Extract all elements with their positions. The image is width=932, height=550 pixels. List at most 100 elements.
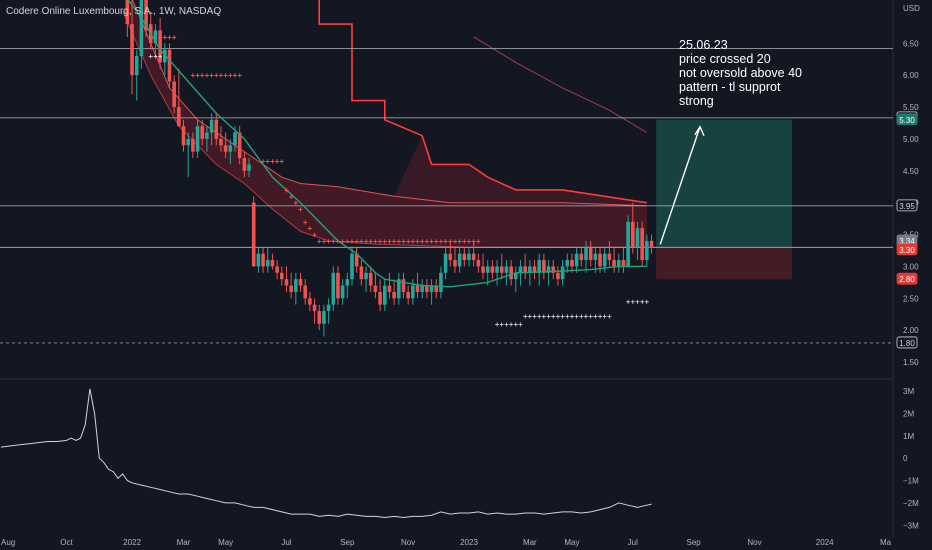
signal-marker: +	[289, 192, 294, 201]
candle-body	[649, 240, 654, 248]
candle	[134, 49, 139, 101]
candle	[579, 247, 584, 267]
badge-label: 3.30	[899, 246, 915, 255]
signal-marker: +	[191, 71, 196, 80]
candle-body	[233, 132, 237, 146]
candle	[265, 247, 270, 273]
price-tick: 1.50	[903, 358, 919, 367]
candle	[645, 234, 649, 267]
signal-marker: +	[551, 312, 556, 321]
candle	[364, 266, 368, 292]
signal-marker: +	[574, 312, 579, 321]
badge-bg	[896, 199, 918, 212]
candle	[626, 215, 630, 267]
candle-body	[621, 260, 626, 267]
candle-body	[209, 119, 214, 133]
candle-body	[485, 266, 490, 273]
signal-marker: +	[411, 237, 416, 246]
candle	[153, 24, 158, 57]
candle-body	[546, 266, 551, 273]
candle	[406, 285, 410, 305]
candle	[429, 279, 434, 305]
candle-body	[280, 272, 284, 280]
stop-zone	[656, 247, 792, 280]
candle	[373, 272, 378, 299]
candle-body	[640, 228, 644, 261]
signal-marker: +	[556, 312, 561, 321]
signal-marker: +	[509, 320, 514, 329]
candle	[499, 253, 504, 280]
candle	[354, 247, 359, 273]
candle	[312, 298, 317, 324]
candle-body	[247, 164, 251, 171]
candle	[191, 132, 195, 159]
badge-label: 1.80	[899, 339, 915, 348]
signal-marker: +	[425, 237, 430, 246]
candle-body	[570, 260, 574, 267]
candle	[607, 240, 612, 267]
candle-body	[537, 260, 541, 273]
candle	[453, 247, 457, 273]
signal-marker: +	[195, 71, 200, 80]
price-tick: 5.50	[903, 103, 919, 112]
ema-line	[127, 0, 647, 288]
volume-line	[0, 388, 652, 519]
candle-body	[579, 253, 584, 261]
candle	[158, 17, 162, 69]
note-line: pattern - tl supprot	[679, 80, 781, 94]
candle	[448, 240, 453, 267]
signal-marker: +	[308, 224, 313, 233]
signal-marker: +	[579, 312, 584, 321]
candle	[284, 266, 289, 292]
candle-body	[397, 279, 401, 299]
signal-marker: +	[448, 237, 453, 246]
signal-marker: +	[504, 320, 509, 329]
signal-marker: +	[602, 312, 607, 321]
candle-body	[532, 266, 537, 273]
candle	[326, 298, 331, 324]
candle-body	[364, 272, 368, 280]
candle	[631, 202, 635, 254]
signal-marker: +	[322, 237, 327, 246]
price-tick: 2.00	[903, 326, 919, 335]
price-badge: 3.30	[896, 243, 918, 256]
signal-marker: +	[350, 237, 355, 246]
signal-marker: +	[467, 237, 472, 246]
candle	[490, 260, 495, 280]
signal-marker: +	[471, 237, 476, 246]
signal-marker: +	[645, 297, 650, 306]
candle	[130, 0, 134, 95]
candle	[219, 126, 223, 152]
symbol-title[interactable]: Codere Online Luxembourg, S.A., 1W, NASD…	[6, 6, 222, 17]
candle-body	[420, 285, 424, 292]
signal-marker: +	[542, 312, 547, 321]
price-badge: 1.80	[896, 336, 918, 349]
candle	[560, 260, 565, 286]
candle-body	[453, 260, 457, 267]
signal-marker: +	[331, 237, 336, 246]
signal-marker: +	[326, 237, 331, 246]
candle	[280, 266, 284, 286]
candle	[340, 279, 345, 305]
signal-marker: +	[233, 71, 238, 80]
signal-marker: +	[513, 320, 518, 329]
signal-marker: +	[261, 157, 266, 166]
candle	[308, 291, 312, 312]
candle-body	[144, 0, 148, 31]
candle-body	[134, 56, 139, 76]
candle-body	[565, 260, 570, 267]
candle-body	[336, 272, 340, 299]
candle-body	[528, 266, 532, 273]
candle-body	[275, 266, 279, 273]
signal-marker: +	[205, 71, 210, 80]
signal-marker: +	[364, 237, 369, 246]
candle	[602, 247, 607, 273]
volume-tick: −1M	[903, 477, 919, 486]
candle-body	[163, 49, 167, 63]
candle-body	[345, 279, 350, 286]
signal-marker: +	[420, 237, 425, 246]
candle-body	[237, 132, 242, 159]
candle	[509, 260, 513, 286]
signal-marker: +	[434, 237, 439, 246]
